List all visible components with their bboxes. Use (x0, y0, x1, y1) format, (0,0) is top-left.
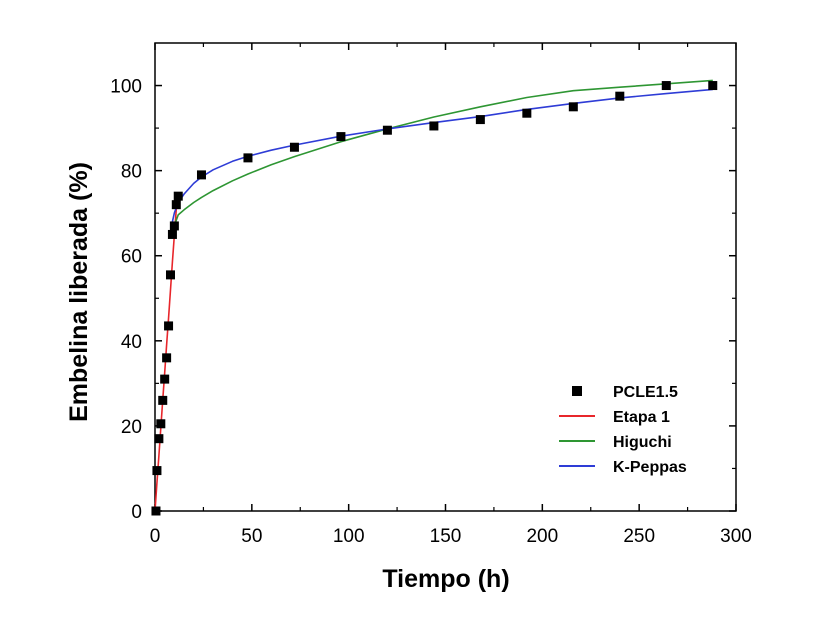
data-point (156, 419, 166, 429)
series-layer (151, 79, 718, 516)
data-point (151, 506, 161, 516)
y-tick-label: 60 (121, 247, 142, 268)
data-point (568, 102, 578, 112)
data-point (154, 434, 164, 444)
legend-label: Etapa 1 (613, 409, 670, 426)
data-point (336, 132, 346, 142)
data-point (243, 153, 253, 163)
data-point (522, 108, 532, 118)
y-axis-title: Embelina liberada (%) (65, 162, 93, 422)
legend: PCLE1.5 Etapa 1 Higuchi K-Peppas (559, 384, 687, 476)
y-tick-label: 80 (121, 162, 142, 183)
data-point (173, 191, 183, 201)
data-point (615, 91, 625, 101)
data-point (158, 395, 168, 405)
x-tick-label: 200 (526, 526, 558, 547)
y-axis-ticks: 0 20 40 60 80 100 (110, 77, 736, 523)
data-point (661, 81, 671, 91)
legend-label: PCLE1.5 (613, 384, 678, 401)
x-tick-label: 150 (430, 526, 462, 547)
legend-label: K-Peppas (613, 459, 687, 476)
x-tick-label: 50 (241, 526, 262, 547)
y-tick-label: 40 (121, 332, 142, 353)
y-tick-label: 20 (121, 417, 142, 438)
data-point (162, 353, 172, 363)
data-point (382, 125, 392, 135)
y-tick-label: 100 (110, 77, 142, 98)
x-axis-ticks: 0 50 100 150 200 250 300 (150, 43, 752, 547)
series-line-k-peppas (171, 88, 713, 222)
x-axis-title: Tiempo (h) (382, 565, 509, 593)
x-tick-label: 100 (333, 526, 365, 547)
data-point (289, 142, 299, 152)
x-tick-label: 250 (623, 526, 655, 547)
data-point (708, 81, 718, 91)
y-tick-label: 0 (131, 502, 142, 523)
data-point (167, 229, 177, 239)
legend-label: Higuchi (613, 434, 672, 451)
x-tick-label: 0 (150, 526, 161, 547)
data-point (429, 121, 439, 131)
data-point (164, 321, 174, 331)
data-point (171, 200, 181, 210)
legend-marker-square (572, 386, 582, 396)
data-point (152, 466, 162, 476)
data-point (165, 270, 175, 280)
data-point (196, 170, 206, 180)
data-point (169, 221, 179, 231)
x-tick-label: 300 (720, 526, 752, 547)
data-point (475, 115, 485, 125)
series-line-higuchi (171, 79, 713, 233)
data-point (160, 374, 170, 384)
